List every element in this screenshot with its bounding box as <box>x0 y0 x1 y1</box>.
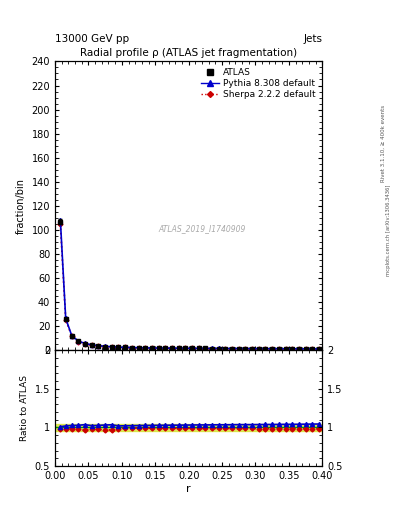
Text: ATLAS_2019_I1740909: ATLAS_2019_I1740909 <box>158 224 246 233</box>
Y-axis label: fraction/bin: fraction/bin <box>16 178 26 234</box>
Legend: ATLAS, Pythia 8.308 default, Sherpa 2.2.2 default: ATLAS, Pythia 8.308 default, Sherpa 2.2.… <box>199 66 318 101</box>
Text: Jets: Jets <box>303 33 322 44</box>
Text: 13000 GeV pp: 13000 GeV pp <box>55 33 129 44</box>
Text: mcplots.cern.ch [arXiv:1306.3436]: mcplots.cern.ch [arXiv:1306.3436] <box>386 185 391 276</box>
Title: Radial profile ρ (ATLAS jet fragmentation): Radial profile ρ (ATLAS jet fragmentatio… <box>80 48 297 58</box>
Y-axis label: Ratio to ATLAS: Ratio to ATLAS <box>20 375 29 441</box>
X-axis label: r: r <box>186 483 191 494</box>
Text: Rivet 3.1.10, ≥ 400k events: Rivet 3.1.10, ≥ 400k events <box>381 105 386 182</box>
Bar <box>55 423 322 431</box>
